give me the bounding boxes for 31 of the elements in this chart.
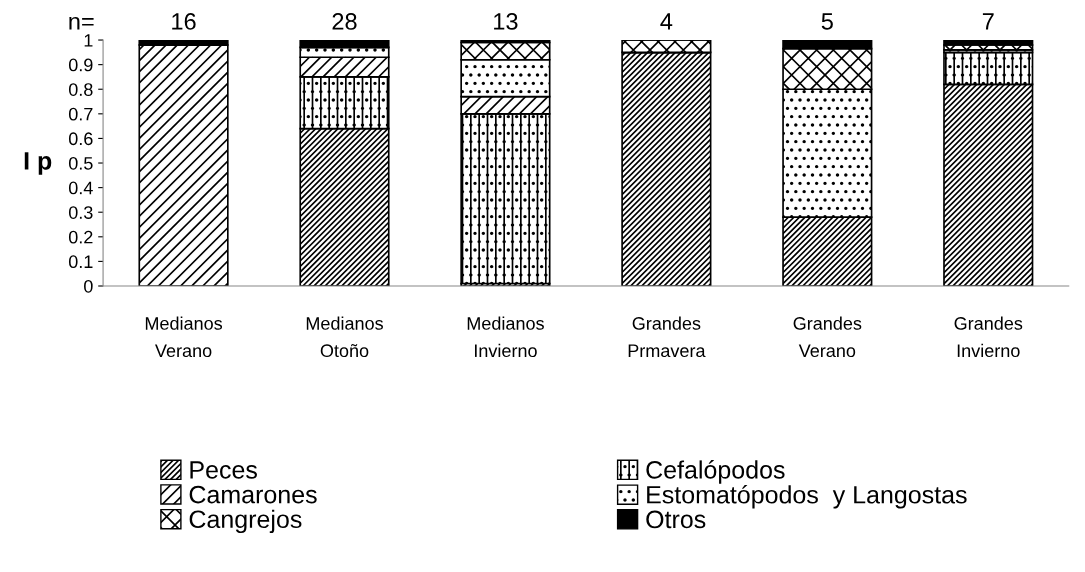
- text: n=: [69, 16, 94, 30]
- y-tick-label: 0.5: [68, 156, 93, 170]
- annotation: 13: [494, 13, 518, 30]
- y-tick-label: 0.9: [68, 58, 93, 72]
- y-tick-label: 0.1: [68, 255, 93, 269]
- annotation: 4: [660, 13, 673, 30]
- legend-label: Cangrejos: [189, 509, 302, 534]
- annotation: 7: [982, 13, 994, 30]
- y-tick-label: 0.3: [68, 206, 93, 219]
- x-tick-label: Medianos Otoño: [306, 316, 383, 358]
- x-tick-label: Medianos Invierno: [467, 316, 544, 358]
- annotation: 28: [332, 13, 357, 30]
- y-tick-label: 0.8: [68, 83, 93, 96]
- x-tick-label: Grandes Prmavera: [628, 316, 706, 358]
- y-tick-label: 1: [84, 34, 93, 47]
- y-axis-title: I p: [24, 152, 52, 175]
- x-tick-label: Grandes Verano: [793, 316, 862, 358]
- legend-label: Estomatópodos y Langostas: [647, 484, 967, 509]
- y-tick-label: 0.4: [68, 181, 93, 195]
- annotation: 5: [821, 13, 833, 30]
- legend-label: Camarones: [189, 485, 317, 504]
- y-tick-label: 0.6: [68, 132, 93, 146]
- x-tick-label: Medianos Verano: [145, 316, 223, 358]
- y-tick-label: 0: [84, 279, 93, 293]
- x-tick-label: Grandes Invierno: [954, 316, 1023, 358]
- y-tick-label: 0.7: [68, 107, 93, 121]
- legend-label: Otros: [646, 510, 706, 529]
- legend-label: Peces: [190, 461, 257, 479]
- legend-label: Cefalópodos: [646, 460, 785, 484]
- y-tick-label: 0.2: [68, 230, 93, 244]
- annotation: 16: [172, 13, 196, 30]
